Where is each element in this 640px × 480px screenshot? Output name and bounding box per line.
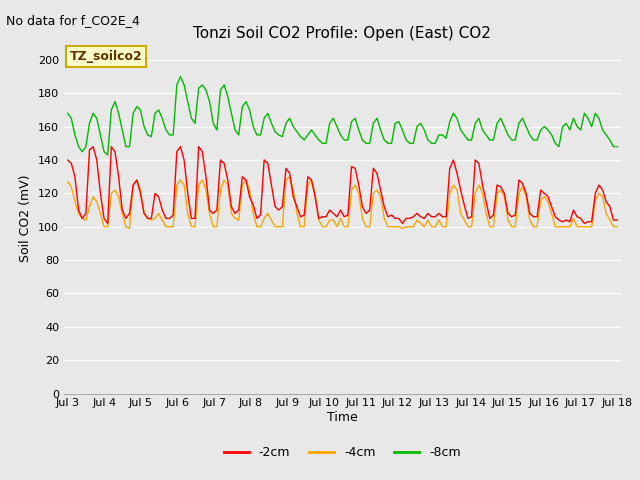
-2cm (613, 217, 621, 223)
-4cm (64, 179, 72, 185)
-2cm (438, 214, 446, 220)
Line: -4cm: -4cm (68, 177, 617, 228)
-4cm (82, 217, 90, 223)
-4cm (286, 174, 294, 180)
-2cm (260, 157, 268, 163)
-8cm (104, 152, 111, 158)
-8cm (613, 144, 621, 150)
Legend: -2cm, -4cm, -8cm: -2cm, -4cm, -8cm (219, 442, 466, 465)
-8cm (428, 141, 435, 146)
X-axis label: Time: Time (327, 411, 358, 424)
-4cm (438, 224, 446, 229)
-2cm (104, 220, 111, 226)
-8cm (82, 144, 90, 150)
-4cm (151, 216, 159, 221)
-2cm (209, 211, 217, 216)
-8cm (177, 74, 184, 80)
-2cm (82, 211, 90, 216)
Y-axis label: Soil CO2 (mV): Soil CO2 (mV) (19, 175, 33, 262)
-8cm (64, 110, 72, 116)
-8cm (438, 132, 446, 138)
-8cm (260, 115, 268, 121)
-4cm (428, 224, 435, 229)
-2cm (64, 157, 72, 163)
Line: -8cm: -8cm (68, 77, 617, 155)
-8cm (151, 110, 159, 116)
-8cm (209, 120, 217, 126)
-4cm (205, 211, 213, 216)
-2cm (90, 144, 97, 150)
Title: Tonzi Soil CO2 Profile: Open (East) CO2: Tonzi Soil CO2 Profile: Open (East) CO2 (193, 25, 492, 41)
-4cm (257, 224, 264, 229)
-4cm (613, 224, 621, 229)
Text: TZ_soilco2: TZ_soilco2 (70, 50, 142, 63)
Text: No data for f_CO2E_4: No data for f_CO2E_4 (6, 14, 140, 27)
-4cm (125, 226, 133, 231)
-2cm (428, 214, 435, 220)
-2cm (155, 194, 163, 200)
Line: -2cm: -2cm (68, 147, 617, 223)
